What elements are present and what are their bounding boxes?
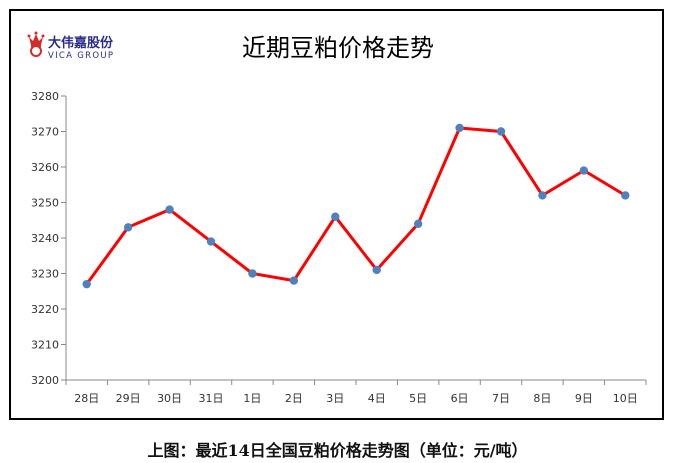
y-tick-label: 3230 — [31, 268, 59, 281]
y-tick-label: 3240 — [31, 232, 59, 245]
chart-caption: 上图：最近14日全国豆粕价格走势图（单位：元/吨） — [147, 441, 528, 460]
data-point — [455, 123, 464, 133]
axes — [65, 96, 646, 381]
company-logo: 大伟嘉股份 VICA GROUP — [27, 31, 114, 61]
data-point — [579, 166, 589, 175]
chart-title: 近期豆粕价格走势 — [242, 34, 434, 62]
data-point — [372, 265, 381, 275]
x-tick-label: 7日 — [492, 392, 510, 405]
data-point — [289, 276, 299, 285]
y-tick-label: 3210 — [31, 339, 59, 352]
y-tick-label: 3270 — [31, 126, 59, 139]
data-point — [206, 237, 216, 246]
logo-name-cn: 大伟嘉股份 — [48, 35, 114, 51]
price-series — [82, 123, 630, 289]
data-point — [538, 191, 547, 200]
x-tick-label: 3日 — [326, 392, 344, 405]
data-point — [621, 191, 630, 200]
data-point — [496, 127, 506, 136]
data-point — [331, 212, 340, 221]
data-point — [248, 269, 257, 278]
x-tick-label: 8日 — [533, 392, 551, 405]
x-tick-label: 6日 — [451, 392, 469, 405]
data-point — [123, 223, 133, 232]
y-tick-label: 3250 — [31, 197, 59, 210]
y-tick-label: 3280 — [31, 90, 59, 103]
x-tick-label: 9日 — [575, 392, 593, 405]
x-tick-label: 5日 — [409, 392, 427, 405]
data-point — [82, 279, 91, 289]
x-tick-label: 10日 — [613, 392, 638, 405]
y-tick-label: 3200 — [31, 374, 59, 387]
x-tick-label: 28日 — [74, 392, 99, 405]
y-tick-label: 3260 — [31, 161, 59, 174]
x-tick-label: 1日 — [243, 392, 261, 405]
x-tick-label: 4日 — [368, 392, 386, 405]
x-tick-label: 30日 — [157, 392, 182, 405]
crown-icon — [27, 31, 45, 57]
data-point — [413, 219, 423, 228]
x-tick-label: 29日 — [116, 392, 141, 405]
data-point — [165, 205, 174, 214]
logo-name-en: VICA GROUP — [48, 51, 114, 61]
x-tick-label: 2日 — [285, 392, 303, 405]
x-tick-label: 31日 — [199, 392, 224, 405]
y-tick-label: 3220 — [31, 303, 59, 316]
y-axis-ticks: 3200 3210 3220 3230 3240 3250 3260 3270 3280 — [31, 90, 66, 387]
series-line — [85, 126, 627, 285]
x-axis-ticks: 28日 29日 30日 31日 1日 2日 3日 4日 5日 6日 7日 8日 9日 10日 — [65, 380, 647, 405]
